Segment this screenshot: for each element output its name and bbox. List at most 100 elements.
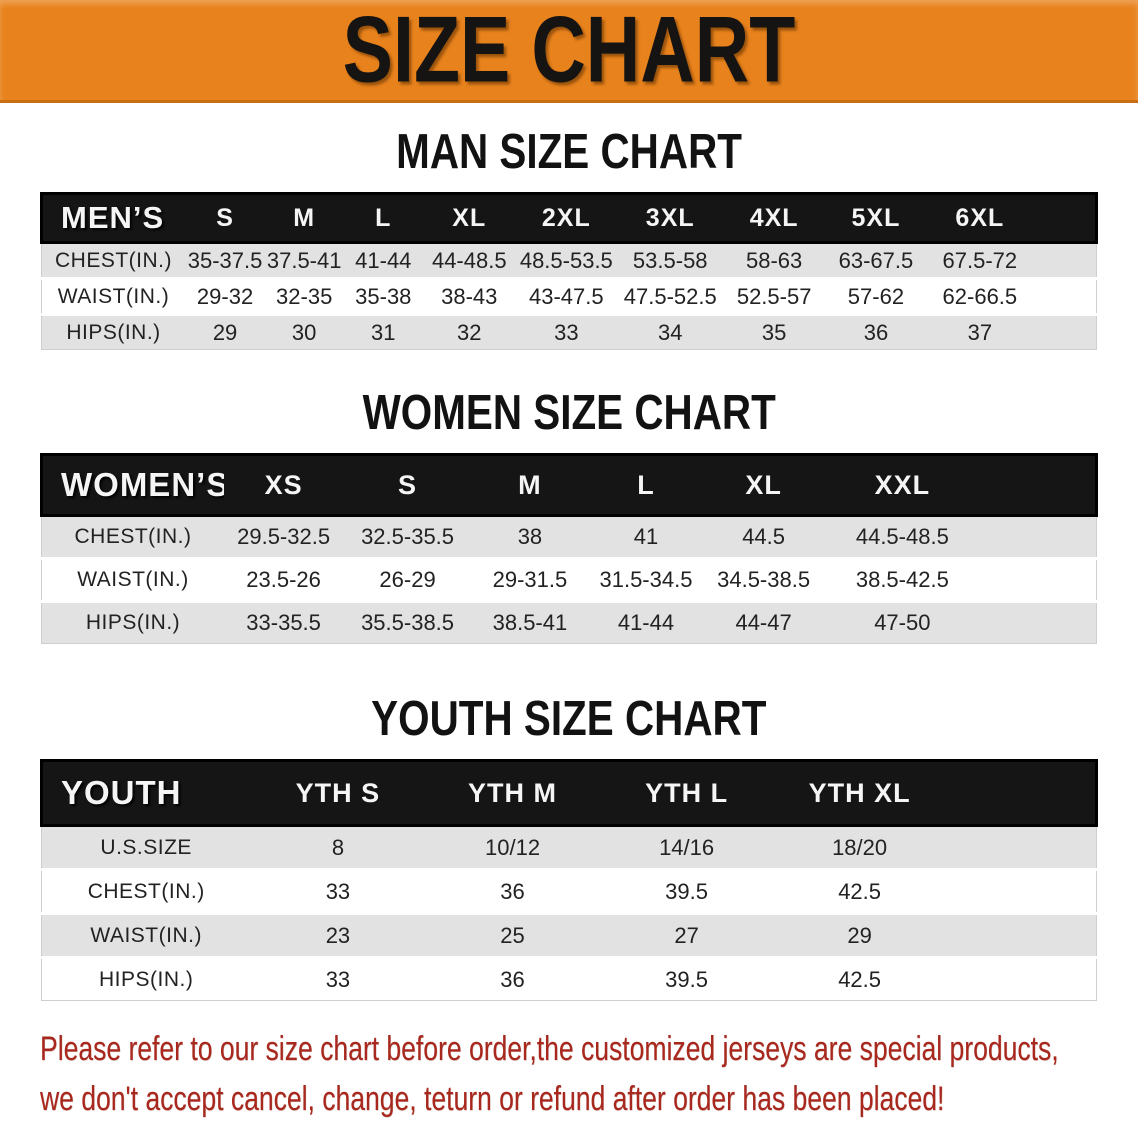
- table-row: CHEST(IN.) 35-37.5 37.5-41 41-44 44-48.5 48.5…: [41, 241, 1097, 279]
- header-spacer: [981, 453, 1099, 517]
- size-cell: 57-62: [825, 277, 927, 315]
- column-header: 3XL: [617, 192, 723, 244]
- table-row: WAIST(IN.) 29-32 32-35 35-38 38-43 43-47.5 47.…: [41, 277, 1097, 315]
- size-cell: 36: [825, 313, 927, 350]
- size-cell: 35-38: [343, 277, 424, 315]
- size-cell: 32.5-35.5: [343, 514, 472, 559]
- size-cell: 36: [425, 956, 600, 1001]
- size-cell: 35.5-38.5: [343, 600, 472, 644]
- size-cell: 58-63: [722, 241, 826, 279]
- footer-notice: Please refer to our size chart before or…: [40, 1029, 1138, 1119]
- size-cell: 47-50: [823, 600, 982, 644]
- size-cell: 52.5-57: [722, 277, 826, 315]
- row-spacer: [945, 956, 1097, 1001]
- row-label: WAIST(IN.): [41, 277, 185, 315]
- size-cell: 14/16: [599, 824, 774, 870]
- size-cell: 41: [587, 514, 704, 559]
- row-spacer: [981, 557, 1097, 602]
- women-size-table: WOMEN’S XS S M L XL XXL CHEST(IN.) 29.5-32.5 32.5…: [40, 453, 1099, 644]
- size-cell: 37: [926, 313, 1034, 350]
- row-spacer: [1033, 277, 1097, 315]
- group-label: WOMEN’S: [40, 453, 224, 517]
- row-spacer: [981, 514, 1097, 559]
- table-row: HIPS(IN.) 29 30 31 32 33 34 35 36 37: [41, 313, 1097, 350]
- youth-size-chart-section: YOUTH SIZE CHART YOUTH YTH S YTH M YTH L YTH…: [0, 689, 1138, 1001]
- size-cell: 48.5-53.5: [515, 241, 618, 279]
- size-cell: 38.5-41: [471, 600, 588, 644]
- men-section-title-text: MAN SIZE CHART: [396, 122, 742, 179]
- header-row: WOMEN’S XS S M L XL XXL: [40, 453, 1099, 517]
- size-cell: 36: [425, 868, 600, 914]
- row-label: WAIST(IN.): [41, 912, 251, 958]
- row-spacer: [945, 868, 1097, 914]
- column-header: M: [471, 453, 588, 517]
- size-cell: 23: [250, 912, 426, 958]
- header-spacer: [945, 759, 1098, 827]
- table-header: WOMEN’S XS S M L XL XXL: [40, 453, 1099, 517]
- size-cell: 31.5-34.5: [587, 557, 704, 602]
- table-header: MEN’S S M L XL 2XL 3XL 4XL 5XL 6XL: [39, 192, 1099, 244]
- women-size-chart-section: WOMEN SIZE CHART WOMEN’S XS S M L XL XXL CHEST(…: [0, 383, 1138, 644]
- table-body: CHEST(IN.) 35-37.5 37.5-41 41-44 44-48.5 48.5…: [41, 241, 1097, 350]
- column-header: 4XL: [722, 192, 826, 244]
- size-cell: 31: [343, 313, 424, 350]
- size-cell: 25: [425, 912, 600, 958]
- table-row: U.S.SIZE 8 10/12 14/16 18/20: [41, 824, 1097, 870]
- row-spacer: [945, 824, 1097, 870]
- size-cell: 37.5-41: [265, 241, 344, 279]
- notice-line-1: Please refer to our size chart before or…: [40, 1030, 1059, 1068]
- size-cell: 33: [515, 313, 618, 350]
- women-section-title: WOMEN SIZE CHART: [0, 383, 1138, 440]
- size-cell: 29-31.5: [471, 557, 588, 602]
- row-spacer: [945, 912, 1097, 958]
- column-header: S: [184, 192, 266, 244]
- size-cell: 33: [250, 868, 426, 914]
- size-cell: 38-43: [423, 277, 516, 315]
- table-row: HIPS(IN.) 33-35.5 35.5-38.5 38.5-41 41-44 44-…: [41, 600, 1097, 644]
- youth-section-title-text: YOUTH SIZE CHART: [371, 689, 767, 746]
- size-cell: 47.5-52.5: [617, 277, 723, 315]
- size-cell: 39.5: [599, 956, 774, 1001]
- table-body: U.S.SIZE 8 10/12 14/16 18/20 CHEST(IN.) 33 36 39…: [41, 824, 1097, 1001]
- size-cell: 33-35.5: [224, 600, 344, 644]
- column-header: XL: [704, 453, 824, 517]
- row-label: HIPS(IN.): [41, 600, 224, 644]
- column-header: 6XL: [926, 192, 1034, 244]
- table-row: WAIST(IN.) 23.5-26 26-29 29-31.5 31.5-34.5 34…: [41, 557, 1097, 602]
- youth-size-table: YOUTH YTH S YTH M YTH L YTH XL U.S.SIZE 8 10/12…: [40, 759, 1098, 1001]
- size-cell: 18/20: [773, 824, 946, 870]
- column-header: 5XL: [825, 192, 927, 244]
- size-cell: 43-47.5: [515, 277, 618, 315]
- header-row: MEN’S S M L XL 2XL 3XL 4XL 5XL 6XL: [39, 192, 1099, 244]
- size-cell: 29: [184, 313, 266, 350]
- header-row: YOUTH YTH S YTH M YTH L YTH XL: [40, 759, 1098, 827]
- banner-title: SIZE CHART: [342, 0, 796, 103]
- column-header: 2XL: [515, 192, 618, 244]
- row-label: HIPS(IN.): [41, 313, 185, 350]
- row-label: CHEST(IN.): [41, 868, 251, 914]
- size-cell: 29-32: [184, 277, 266, 315]
- size-cell: 32-35: [265, 277, 344, 315]
- row-label: CHEST(IN.): [41, 514, 224, 559]
- table-row: WAIST(IN.) 23 25 27 29: [41, 912, 1097, 958]
- column-header: XS: [224, 453, 344, 517]
- row-spacer: [1033, 241, 1097, 279]
- row-label: HIPS(IN.): [41, 956, 251, 1001]
- column-header: M: [265, 192, 344, 244]
- table-body: CHEST(IN.) 29.5-32.5 32.5-35.5 38 41 44.5 44.5…: [41, 514, 1097, 644]
- men-size-chart-section: MAN SIZE CHART MEN’S S M L XL 2XL 3XL 4XL 5XL 6XL…: [0, 122, 1138, 350]
- column-header: XL: [423, 192, 516, 244]
- size-cell: 44-47: [704, 600, 824, 644]
- banner: SIZE CHART: [0, 0, 1138, 103]
- column-header: XXL: [823, 453, 982, 517]
- size-cell: 32: [423, 313, 516, 350]
- column-header: YTH XL: [773, 759, 946, 827]
- women-section-title-text: WOMEN SIZE CHART: [362, 383, 776, 440]
- size-cell: 63-67.5: [825, 241, 927, 279]
- size-cell: 35-37.5: [184, 241, 266, 279]
- size-cell: 44.5-48.5: [823, 514, 982, 559]
- size-cell: 39.5: [599, 868, 774, 914]
- size-cell: 38.5-42.5: [823, 557, 982, 602]
- size-cell: 29: [773, 912, 946, 958]
